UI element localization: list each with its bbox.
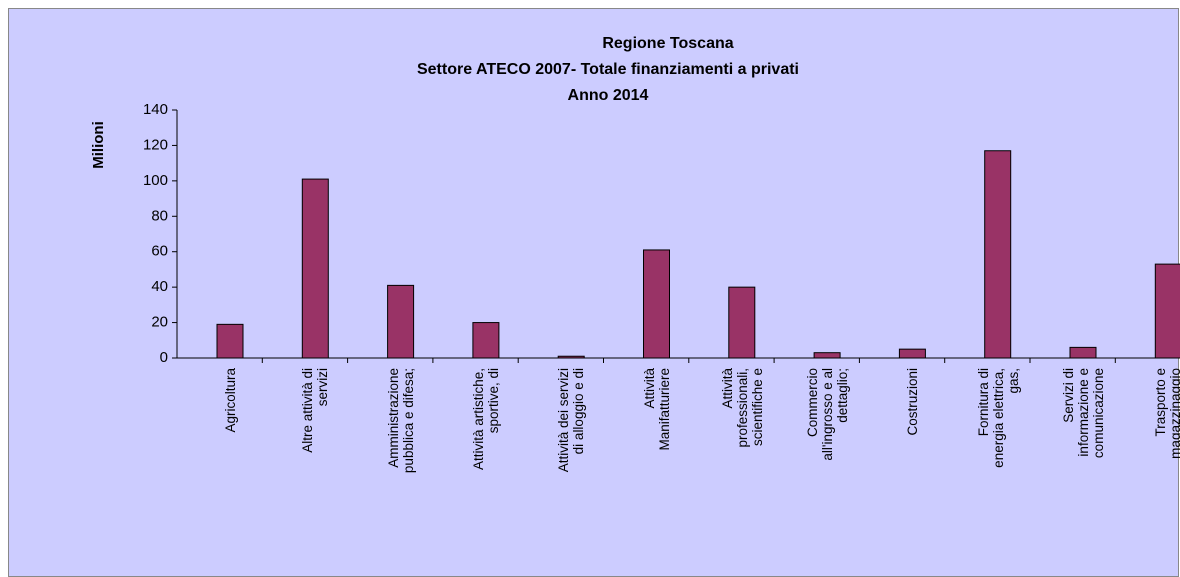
bar	[301, 178, 329, 359]
y-axis-label: Milioni	[90, 121, 107, 169]
x-tick-label: Attività Manifatturiere	[641, 368, 672, 451]
y-tick-label: 100	[143, 172, 168, 189]
bar	[216, 323, 244, 359]
bar	[387, 284, 415, 359]
x-tick-label: Agricoltura	[222, 368, 238, 433]
y-tick-label: 40	[151, 278, 168, 295]
x-tick-label: Fornitura di energia elettrica, gas,	[975, 368, 1021, 468]
bar	[557, 355, 585, 359]
y-tick-label: 0	[160, 349, 168, 366]
x-tick-label: Amministrazione pubblica e difesa;	[385, 368, 416, 474]
bar	[1154, 263, 1180, 359]
y-tick-label: 120	[143, 136, 168, 153]
chart-title: Anno 2014	[568, 87, 649, 104]
bar	[813, 352, 841, 359]
y-tick-label: 20	[151, 314, 168, 331]
bar	[898, 348, 926, 359]
bar	[472, 322, 500, 359]
x-tick-label: Attività professionali, scientifiche e	[719, 368, 765, 448]
bar	[643, 249, 670, 359]
chart-title: Settore ATECO 2007- Totale finanziamenti…	[417, 61, 799, 78]
bar	[984, 150, 1012, 359]
x-tick-label: Attività artistiche, sportive, di	[470, 368, 501, 471]
y-tick-label: 140	[143, 101, 168, 118]
x-tick-label: Servizi di informazione e comunicazione	[1060, 368, 1106, 459]
x-tick-label: Commercio all'ingrosso e al dettaglio;	[804, 368, 850, 461]
bar	[1069, 346, 1097, 359]
x-tick-label: Altre attività di servizi	[300, 368, 331, 453]
x-tick-label: Trasporto e magazzinaggio	[1153, 368, 1180, 459]
x-tick-label: Attività dei servizi di alloggio e di	[556, 368, 587, 473]
y-tick-label: 80	[151, 207, 168, 224]
bar	[728, 286, 756, 359]
chart-area	[8, 8, 1179, 577]
y-tick-label: 60	[151, 243, 168, 260]
x-tick-label: Costruzioni	[904, 368, 920, 436]
chart-title: Regione Toscana	[602, 35, 733, 52]
